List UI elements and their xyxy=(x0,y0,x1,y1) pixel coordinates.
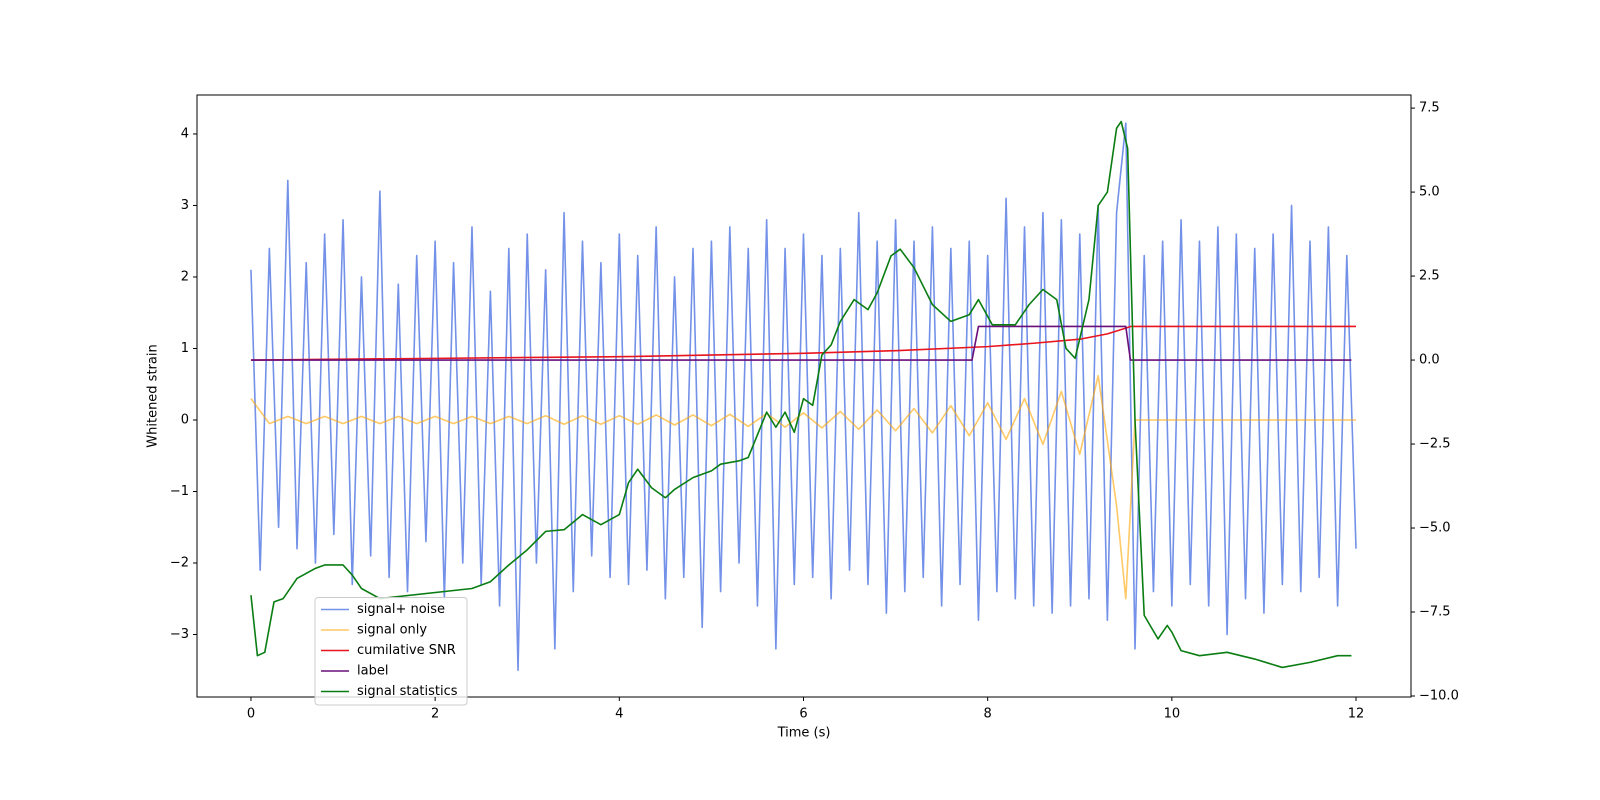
y2-tick-label: 7.5 xyxy=(1419,101,1440,116)
x-tick-label: 12 xyxy=(1348,707,1365,722)
series-line xyxy=(250,325,1352,361)
y-tick-label: −1 xyxy=(170,484,189,499)
legend-label: cumilative SNR xyxy=(357,643,456,658)
x-tick-label: 2 xyxy=(431,707,439,722)
y2-tick-label: −10.0 xyxy=(1419,688,1459,703)
x-tick-label: 4 xyxy=(615,707,623,722)
y2-tick-label: −5.0 xyxy=(1419,521,1451,536)
legend-box xyxy=(314,597,468,706)
y-tick-label: 0 xyxy=(181,412,189,427)
legend-label: signal statistics xyxy=(357,684,458,699)
y-tick-label: −2 xyxy=(170,555,189,570)
legend-label: signal only xyxy=(357,623,427,638)
y2-tick-label: −7.5 xyxy=(1419,605,1451,620)
series-line xyxy=(250,374,1357,600)
y-tick-label: 2 xyxy=(181,269,189,284)
y-tick-label: 4 xyxy=(181,126,189,141)
legend: signal+ noise signal only cumilative SNR la… xyxy=(314,597,468,706)
y-tick-label: 1 xyxy=(181,341,189,356)
x-tick-label: 6 xyxy=(799,707,807,722)
y-tick-label: 3 xyxy=(181,198,189,213)
legend-label: signal+ noise xyxy=(357,602,445,617)
x-axis-label: Time (s) xyxy=(777,726,831,741)
series-line xyxy=(250,120,1352,669)
x-tick-label: 8 xyxy=(984,707,992,722)
axes-frame xyxy=(196,94,1412,698)
y2-tick-label: 2.5 xyxy=(1419,269,1440,284)
y2-tick-label: 0.0 xyxy=(1419,353,1440,368)
x-tick-label: 10 xyxy=(1164,707,1181,722)
y2-tick-label: −2.5 xyxy=(1419,437,1451,452)
y2-tick-label: 5.0 xyxy=(1419,185,1440,200)
y-tick-label: −3 xyxy=(170,627,189,642)
y-axis-label: Whitened strain xyxy=(146,344,161,447)
plot-area xyxy=(250,120,1357,672)
x-tick-label: 0 xyxy=(247,707,255,722)
series-line xyxy=(250,122,1357,672)
legend-label: label xyxy=(357,664,388,679)
